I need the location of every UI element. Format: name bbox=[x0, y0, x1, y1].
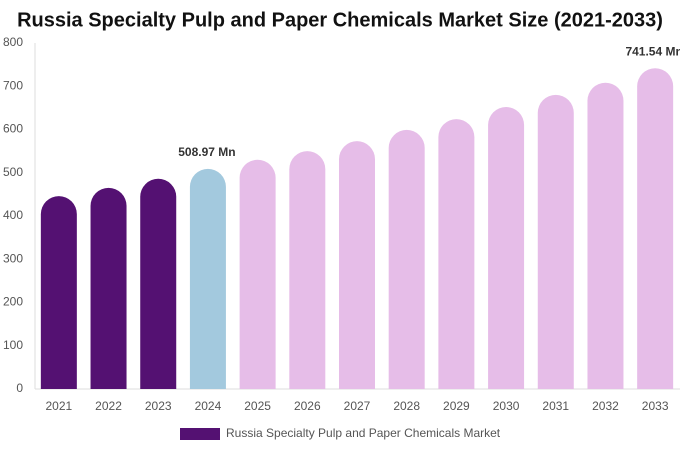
x-tick-label: 2026 bbox=[294, 399, 321, 413]
y-tick-label: 100 bbox=[3, 338, 23, 352]
x-tick-label: 2024 bbox=[195, 399, 222, 413]
x-tick-label: 2023 bbox=[145, 399, 172, 413]
x-tick-label: 2029 bbox=[443, 399, 470, 413]
x-tick-label: 2021 bbox=[45, 399, 72, 413]
data-label: 508.97 Mn bbox=[178, 145, 235, 159]
bar bbox=[438, 119, 475, 389]
bar bbox=[339, 141, 375, 389]
bar bbox=[189, 168, 226, 389]
legend-swatch bbox=[180, 428, 220, 440]
chart-title: Russia Specialty Pulp and Paper Chemical… bbox=[17, 9, 663, 31]
y-tick-label: 0 bbox=[16, 381, 23, 395]
y-tick-label: 800 bbox=[3, 35, 23, 49]
bar bbox=[587, 82, 624, 389]
y-tick-label: 400 bbox=[3, 208, 23, 222]
y-tick-label: 600 bbox=[3, 122, 23, 136]
y-tick-label: 300 bbox=[3, 251, 23, 265]
data-label: 741.54 Mn bbox=[625, 44, 680, 58]
y-tick-label: 700 bbox=[3, 78, 23, 92]
bar bbox=[488, 107, 525, 390]
y-tick-label: 500 bbox=[3, 165, 23, 179]
bar bbox=[289, 151, 326, 389]
bar bbox=[140, 178, 177, 389]
legend-label: Russia Specialty Pulp and Paper Chemical… bbox=[226, 426, 501, 440]
y-tick-label: 200 bbox=[3, 295, 23, 309]
x-tick-label: 2028 bbox=[393, 399, 420, 413]
x-tick-label: 2031 bbox=[542, 399, 569, 413]
x-tick-label: 2027 bbox=[344, 399, 371, 413]
x-tick-label: 2022 bbox=[95, 399, 122, 413]
x-tick-label: 2032 bbox=[592, 399, 619, 413]
bar bbox=[239, 159, 276, 389]
x-tick-label: 2025 bbox=[244, 399, 271, 413]
bar bbox=[388, 129, 425, 390]
bar bbox=[637, 68, 674, 390]
bar bbox=[537, 94, 574, 389]
x-tick-label: 2033 bbox=[642, 399, 669, 413]
bar bbox=[90, 187, 127, 389]
bar bbox=[40, 196, 77, 389]
x-tick-label: 2030 bbox=[493, 399, 520, 413]
